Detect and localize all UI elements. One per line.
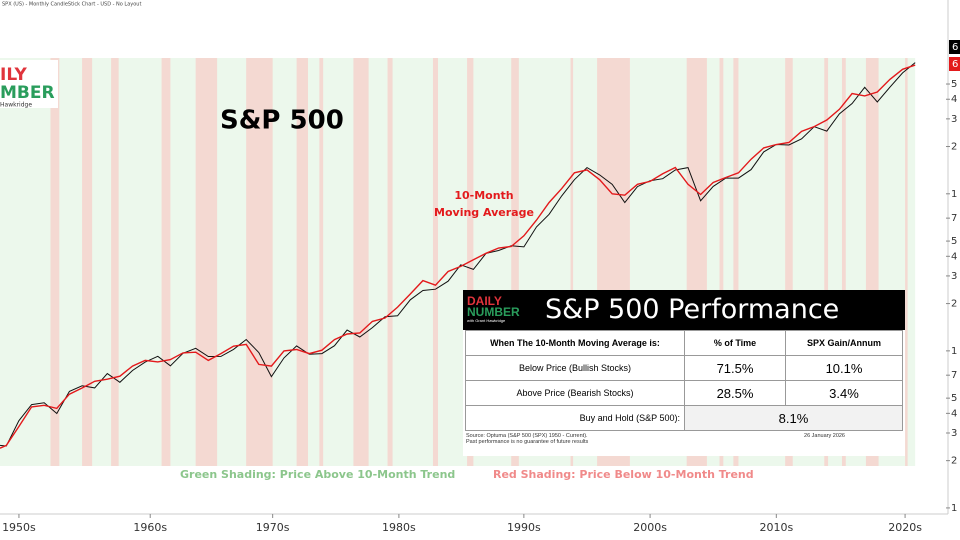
- y-tick-label: 5: [951, 79, 957, 90]
- cell: 28.5%: [684, 380, 786, 406]
- last-ma: 6: [952, 59, 958, 70]
- bearish-shading: [824, 58, 829, 466]
- y-tick-label: 3: [951, 428, 957, 439]
- y-tick-label: 1: [951, 503, 957, 514]
- bearish-shading: [733, 58, 739, 466]
- bearish-shading: [432, 58, 439, 466]
- disclaimer: Past performance is no guarantee of futu…: [466, 439, 589, 445]
- y-tick-label: 1: [951, 189, 957, 200]
- x-tick-label: 1950s: [2, 521, 36, 534]
- logo-line: Hawkridge: [0, 102, 32, 109]
- table-title: S&P 500 Performance: [545, 294, 840, 325]
- shading-note: Green Shading: Price Above 10-Month Tren…: [180, 468, 455, 481]
- cell: 3.4%: [785, 380, 903, 406]
- y-tick-label: 3: [951, 114, 957, 125]
- cell: Buy and Hold (S&P 500):: [465, 405, 685, 431]
- bearish-shading: [50, 58, 60, 466]
- bearish-shading: [246, 58, 273, 466]
- bearish-shading: [719, 58, 724, 466]
- table: When The 10-Month Moving Average is:% of…: [465, 330, 903, 431]
- bearish-shading: [353, 58, 369, 466]
- annotation: Moving Average: [434, 206, 534, 219]
- y-tick-label: 4: [951, 94, 957, 105]
- y-tick-label: 2: [951, 299, 957, 310]
- logo-text: with Grant Hawkridge: [467, 318, 506, 323]
- bearish-shading: [570, 58, 574, 466]
- bearish-shading: [82, 58, 93, 466]
- bearish-shading: [111, 58, 119, 466]
- y-tick-label: 4: [951, 251, 957, 262]
- bearish-shading: [905, 58, 908, 466]
- header-text: SPX (US) - Monthly CandleStick Chart - U…: [2, 2, 141, 8]
- col-header: SPX Gain/Annum: [785, 330, 903, 356]
- y-tick-label: 7: [951, 370, 957, 381]
- bearish-shading: [841, 58, 846, 466]
- bearish-shading: [296, 58, 309, 466]
- bearish-shading: [785, 58, 793, 466]
- x-tick-label: 1980s: [382, 521, 416, 534]
- shading-note: Red Shading: Price Below 10-Month Trend: [493, 468, 754, 481]
- x-tick-label: 2000s: [633, 521, 667, 534]
- last-ma-box: [949, 57, 960, 71]
- bearish-shading: [511, 58, 519, 466]
- bearish-shading: [319, 58, 324, 466]
- y-tick-label: 1: [951, 346, 957, 357]
- annotation: 10-Month: [454, 189, 513, 202]
- y-tick-label: 2: [951, 456, 957, 467]
- logo-box: [0, 60, 58, 108]
- cell: 8.1%: [684, 405, 903, 431]
- bearish-shading: [161, 58, 171, 466]
- performance-table: DAILY NUMBER with Grant Hawkridge S&P 50…: [463, 290, 905, 456]
- date: 26 January 2026: [804, 433, 845, 439]
- source: Source: Optuma (S&P 500 (SPX) 1950 - Cur…: [466, 433, 588, 439]
- col-header: % of Time: [684, 330, 786, 356]
- x-tick-label: 2010s: [759, 521, 793, 534]
- bearish-shading: [195, 58, 218, 466]
- last-price-box: [949, 40, 960, 54]
- chart-title: S&P 500: [220, 106, 344, 136]
- y-tick-label: 5: [951, 236, 957, 247]
- y-tick-label: 3: [951, 271, 957, 282]
- x-tick-label: 1970s: [256, 521, 290, 534]
- cell: 71.5%: [684, 355, 786, 381]
- plot: [0, 62, 916, 449]
- logo-text: DAILY: [467, 294, 502, 308]
- footnote: Source: Optuma (S&P 500 (SPX) 1950 - Cur…: [463, 431, 905, 447]
- table-logo: DAILY NUMBER with Grant Hawkridge: [467, 294, 520, 323]
- y-tick-label: 5: [951, 393, 957, 404]
- y-tick-label: 4: [951, 408, 957, 419]
- logo-line: MBER: [0, 83, 55, 103]
- cell: Below Price (Bullish Stocks): [465, 355, 685, 381]
- y-tick-label: 2: [951, 142, 957, 153]
- x-tick-label: 1960s: [133, 521, 167, 534]
- col-header: When The 10-Month Moving Average is:: [465, 330, 685, 356]
- y-tick-label: 7: [951, 213, 957, 224]
- moving-average-line: [0, 64, 916, 449]
- table-header: DAILY NUMBER with Grant Hawkridge S&P 50…: [463, 290, 905, 330]
- cell: Above Price (Bearish Stocks): [465, 380, 685, 406]
- logo-line: ILY: [0, 65, 28, 85]
- logo-text: NUMBER: [467, 305, 520, 319]
- bearish-shading: [387, 58, 393, 466]
- x-tick-label: 1990s: [507, 521, 541, 534]
- last-price: 6: [952, 42, 958, 53]
- x-tick-label: 2020s: [888, 521, 922, 534]
- cell: 10.1%: [785, 355, 903, 381]
